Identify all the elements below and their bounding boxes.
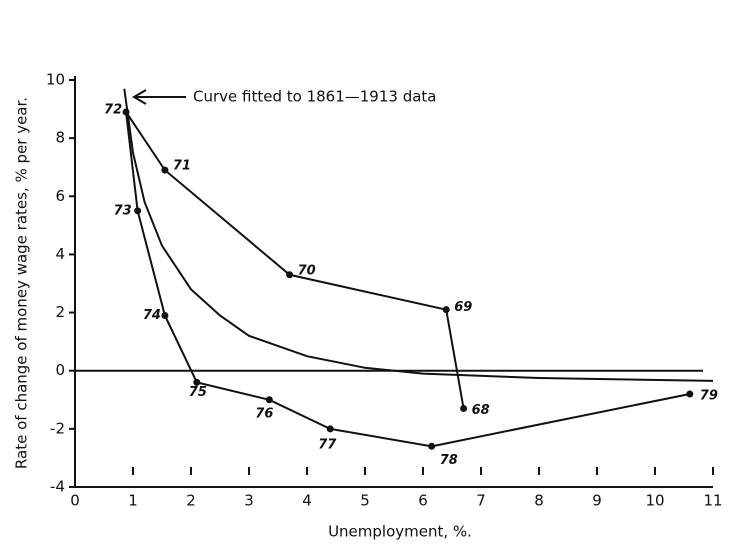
data-point [161,166,169,174]
data-point [122,108,130,116]
data-point [442,306,450,314]
point-label: 70 [298,263,316,278]
annotation-arrowhead [132,89,147,105]
data-point [161,311,169,319]
y-tick-label: 4 [55,245,65,263]
y-tick-label: 0 [55,361,65,379]
x-tick-label: 9 [592,492,602,510]
data-point [265,396,273,404]
point-label: 79 [700,388,718,403]
point-label: 76 [255,406,273,421]
data-point [428,442,436,450]
x-tick-label: 3 [244,492,254,510]
data-point [460,405,468,413]
y-tick-label: 6 [55,187,65,205]
fitted-curve [123,88,714,382]
x-tick-label: 10 [645,492,664,510]
data-point [134,207,142,215]
y-axis-label: Rate of change of money wage rates, % pe… [13,97,31,469]
annotation: Curve fitted to 1861—1913 data [193,88,436,106]
data-point [286,271,294,279]
x-tick-label: 4 [302,492,312,510]
y-tick-label: 8 [55,129,65,147]
x-tick-label: 8 [534,492,544,510]
point-label: 77 [318,437,337,452]
data-point [326,425,334,433]
x-tick-label: 7 [476,492,486,510]
x-tick-label: 0 [70,492,80,510]
x-tick-label: 11 [703,492,722,510]
y-tick-label: -4 [50,478,65,496]
point-label: 69 [454,300,472,315]
point-label: 73 [114,203,132,218]
y-tick-label: -2 [50,419,65,437]
x-tick-label: 1 [128,492,138,510]
point-label: 72 [104,102,122,117]
point-label: 75 [189,385,207,400]
point-label: 78 [440,453,458,468]
x-axis-label: Unemployment, %. [328,523,472,541]
data-line [125,111,690,448]
data-point [193,378,201,386]
x-tick-label: 5 [360,492,370,510]
point-label: 71 [173,159,191,174]
y-tick-label: 2 [55,303,65,321]
x-tick-label: 2 [186,492,196,510]
point-label: 74 [143,308,161,323]
point-label: 68 [472,403,490,418]
data-point [686,390,694,398]
y-tick-label: 10 [46,71,65,89]
x-tick-label: 6 [418,492,428,510]
